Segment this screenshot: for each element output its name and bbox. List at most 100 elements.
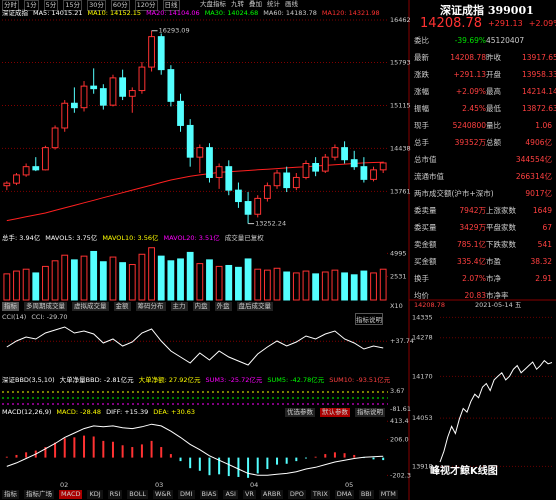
- candle-body: [99, 88, 107, 106]
- volume-bar: [119, 262, 127, 301]
- volume-bar: [350, 274, 358, 301]
- indicator-tab[interactable]: 主力: [170, 302, 188, 311]
- intraday-date: 2021-05-14 五: [475, 301, 522, 309]
- candle-body: [90, 85, 98, 90]
- tool-button[interactable]: 叠加: [249, 0, 262, 8]
- legend-item: CCI(14): [2, 313, 27, 321]
- volume-bar: [148, 247, 155, 301]
- indicator-tab[interactable]: ARBR: [260, 490, 283, 499]
- candle-body: [302, 162, 310, 178]
- quote-value: 266314亿: [515, 172, 552, 181]
- legend: 总手: 3.94亿 MAVOL5: 3.75亿 MAVOL10: 3.56亿 MAVO…: [2, 234, 264, 243]
- quote-label: 总市值: [414, 155, 437, 164]
- period-tab[interactable]: 日线: [162, 0, 180, 11]
- tool-button[interactable]: 画线: [285, 0, 298, 8]
- indicator-tab[interactable]: MTM: [378, 490, 398, 499]
- candle-body: [254, 197, 262, 215]
- quote-label: 昨收: [486, 53, 501, 62]
- period-tab[interactable]: 分时: [2, 0, 19, 11]
- y-tick-label: 14335: [412, 313, 433, 321]
- legend: 深证成指 MA5: 14015.21 MA10: 14152.15 MA20: 141…: [2, 9, 380, 18]
- period-tab[interactable]: 1分: [24, 0, 39, 11]
- tool-button[interactable]: 统计: [267, 0, 280, 8]
- param-button[interactable]: 指标说明: [355, 408, 385, 417]
- quote-label: 最新: [414, 53, 429, 62]
- indicator-tab[interactable]: BIAS: [199, 490, 219, 499]
- quote-label: 45120407: [486, 36, 525, 45]
- help-button[interactable]: 指标说明: [355, 313, 383, 325]
- indicator-tab[interactable]: 多周期成交量: [24, 302, 67, 311]
- period-tab[interactable]: 120分: [134, 0, 158, 11]
- period-tab[interactable]: 5分: [43, 0, 59, 11]
- volume-bar: [341, 272, 348, 301]
- volume-bar: [254, 268, 262, 301]
- indicator-tab[interactable]: 金额: [113, 302, 131, 311]
- legend-item: 深证成指: [2, 9, 28, 17]
- y-tick-label: 2531: [390, 272, 407, 280]
- quote-label: 卖金额: [414, 240, 437, 249]
- y-tick-label: 14438: [390, 144, 411, 152]
- period-tab[interactable]: 15分: [63, 0, 83, 11]
- quote-value: 67: [542, 223, 552, 232]
- quote-label: 市盈: [486, 257, 501, 266]
- y-tick-label: 206.0: [390, 435, 409, 443]
- volume-bar: [167, 260, 175, 301]
- legend-item: CCI: -29.70: [31, 313, 68, 321]
- legend-item: MACD(12,26,9): [2, 408, 52, 416]
- bottom-tabs: 指标 指标广场 MACD KDJ RSI BOLL W&R DMI BIAS ASI VR ARBR D…: [2, 490, 398, 499]
- volume-bar: [13, 270, 20, 301]
- x-tick-label: 04: [250, 481, 258, 489]
- legend-item: MA20: 14104.06: [146, 9, 200, 17]
- indicator-tab[interactable]: 虚拟成交量: [72, 302, 109, 311]
- volume-bar: [32, 272, 40, 301]
- quote-value: +2.09%: [455, 87, 486, 96]
- indicator-tab[interactable]: 筹码分布: [135, 302, 166, 311]
- candle-body: [128, 90, 136, 97]
- quote-label: 最高: [486, 87, 501, 96]
- indicator-tab[interactable]: BBI: [358, 490, 374, 499]
- indicator-tab[interactable]: 内盘: [192, 302, 210, 311]
- diff-line: [6, 423, 384, 476]
- candle-body: [109, 77, 117, 106]
- period-tab[interactable]: 30分: [87, 0, 106, 11]
- candle-body: [3, 182, 11, 187]
- param-button[interactable]: 优选参数: [285, 408, 315, 417]
- indicator-tab[interactable]: 指标: [2, 302, 19, 311]
- indicator-tab[interactable]: W&R: [152, 490, 173, 499]
- quote-value: 4906亿: [525, 138, 552, 147]
- indicator-tab[interactable]: DPO: [287, 490, 306, 499]
- candle-body: [22, 166, 30, 176]
- quote-value: 3429万: [459, 223, 486, 232]
- indicator-tab[interactable]: DMI: [177, 490, 195, 499]
- volume-bar: [3, 273, 11, 301]
- param-button[interactable]: 默认参数: [320, 408, 350, 417]
- indicator-tab[interactable]: RSI: [107, 490, 123, 499]
- indicator-tab[interactable]: 指标: [2, 490, 19, 499]
- candle-body: [61, 102, 69, 129]
- extreme-label: 13252.24: [255, 220, 286, 228]
- quote-label: 买金额: [414, 257, 437, 266]
- indicator-tab[interactable]: TRIX: [310, 490, 330, 499]
- indicator-tab[interactable]: 盘后成交量: [236, 302, 273, 311]
- legend-item: MACD: -28.48: [56, 408, 102, 416]
- tool-button[interactable]: 大盘指标: [200, 0, 226, 8]
- indicator-tab[interactable]: DMA: [334, 490, 354, 499]
- period-tab[interactable]: 60分: [110, 0, 130, 11]
- candle-body: [263, 185, 271, 199]
- indicator-tab[interactable]: VR: [242, 490, 256, 499]
- quote-title: 深证成指 399001: [440, 4, 534, 17]
- indicator-tab[interactable]: BOLL: [127, 490, 148, 499]
- indicator-tab[interactable]: MACD: [59, 490, 83, 499]
- indicator-tab[interactable]: KDJ: [87, 490, 103, 499]
- indicator-tab[interactable]: 外盘: [214, 302, 232, 311]
- candle-body: [157, 36, 165, 71]
- indicator-tab[interactable]: ASI: [223, 490, 238, 499]
- volume-bar: [80, 255, 88, 301]
- legend-item: 成交量已复权: [224, 234, 264, 242]
- legend-item: 大单净额: 27.92亿元: [138, 376, 201, 384]
- legend-item: MA10: 14152.15: [87, 9, 142, 17]
- tool-button[interactable]: 九转: [231, 0, 244, 8]
- indicator-tab[interactable]: 指标广场: [24, 490, 54, 499]
- candle-body: [283, 172, 291, 189]
